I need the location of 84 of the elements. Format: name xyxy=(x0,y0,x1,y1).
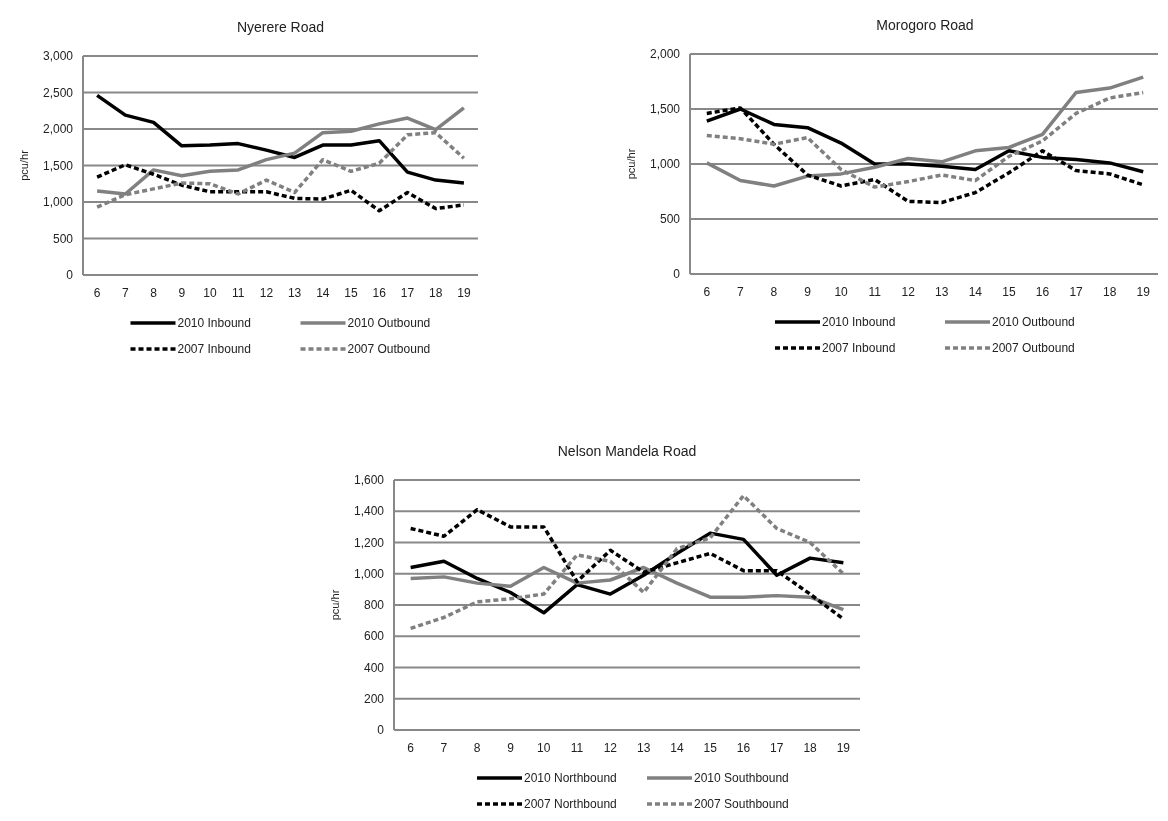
x-tick-label: 14 xyxy=(316,286,330,300)
y-tick-label: 800 xyxy=(363,598,385,613)
legend-label: 2007 Northbound xyxy=(524,797,617,812)
legend-label: 2007 Southbound xyxy=(694,797,789,812)
y-tick-label: 600 xyxy=(363,629,385,644)
x-tick-label: 19 xyxy=(1136,285,1151,299)
legend-label: 2010 Southbound xyxy=(694,771,789,786)
legend-label: 2007 Inbound xyxy=(822,341,896,356)
line-series xyxy=(705,106,1145,205)
x-tick-label: 19 xyxy=(457,286,471,300)
y-tick-label: 1,000 xyxy=(649,157,681,172)
x-tick-label: 18 xyxy=(1102,285,1117,299)
y-tick-label: 1,200 xyxy=(353,535,385,550)
x-tick-label: 13 xyxy=(636,741,651,755)
y-axis-title: pcu/hr xyxy=(18,149,30,181)
x-tick-label: 6 xyxy=(407,741,415,755)
x-tick-label: 16 xyxy=(372,286,387,300)
x-tick-label: 6 xyxy=(93,286,101,300)
x-tick-label: 6 xyxy=(703,285,711,299)
x-tick-label: 12 xyxy=(259,286,274,300)
x-tick-label: 15 xyxy=(703,741,718,755)
y-tick-label: 2,500 xyxy=(42,85,74,100)
y-tick-label: 1,600 xyxy=(353,473,385,488)
x-tick-label: 15 xyxy=(344,286,359,300)
x-tick-label: 8 xyxy=(150,286,158,300)
x-tick-label: 14 xyxy=(670,741,684,755)
y-tick-label: 1,500 xyxy=(649,102,681,117)
x-tick-label: 12 xyxy=(901,285,916,299)
x-tick-label: 15 xyxy=(1002,285,1016,299)
y-tick-label: 2,000 xyxy=(42,122,74,137)
x-tick-label: 17 xyxy=(1069,285,1084,299)
x-tick-label: 11 xyxy=(231,286,245,300)
x-tick-label: 10 xyxy=(537,741,551,755)
x-tick-label: 7 xyxy=(737,285,745,299)
legend-label: 2010 Northbound xyxy=(524,771,617,786)
y-tick-label: 400 xyxy=(363,660,385,675)
legend-label: 2010 Inbound xyxy=(177,316,251,331)
y-tick-label: 1,000 xyxy=(353,566,385,581)
legend-label: 2007 Outbound xyxy=(992,341,1075,356)
x-tick-label: 9 xyxy=(804,285,812,299)
line-series xyxy=(95,163,466,213)
x-tick-label: 7 xyxy=(121,286,129,300)
x-tick-label: 9 xyxy=(507,741,515,755)
y-tick-label: 0 xyxy=(66,268,74,283)
y-tick-label: 200 xyxy=(363,691,385,706)
line-series xyxy=(95,93,466,185)
y-tick-label: 1,400 xyxy=(353,504,385,519)
chart-title: Nyerere Road xyxy=(236,19,325,35)
chart-title: Nelson Mandela Road xyxy=(557,443,697,459)
legend-label: 2010 Outbound xyxy=(347,316,431,331)
y-axis-title: pcu/hr xyxy=(329,589,341,621)
legend-label: 2010 Outbound xyxy=(992,315,1075,330)
x-tick-label: 18 xyxy=(429,286,443,300)
x-tick-label: 11 xyxy=(868,285,882,299)
x-tick-label: 14 xyxy=(968,285,983,299)
x-tick-label: 13 xyxy=(287,286,302,300)
x-tick-label: 17 xyxy=(400,286,415,300)
x-tick-label: 8 xyxy=(473,741,481,755)
x-tick-label: 12 xyxy=(603,741,618,755)
x-tick-label: 7 xyxy=(440,741,448,755)
y-tick-label: 2,000 xyxy=(649,47,681,62)
x-tick-label: 18 xyxy=(803,741,818,755)
legend-label: 2010 Inbound xyxy=(822,315,896,330)
y-tick-label: 3,000 xyxy=(42,49,74,64)
x-tick-label: 11 xyxy=(570,741,584,755)
chart-title: Morogoro Road xyxy=(876,17,974,33)
legend-label: 2007 Inbound xyxy=(177,342,251,357)
y-tick-label: 1,500 xyxy=(42,158,74,173)
x-tick-label: 16 xyxy=(736,741,751,755)
x-tick-label: 10 xyxy=(203,286,217,300)
y-tick-label: 0 xyxy=(673,267,681,282)
y-tick-label: 500 xyxy=(52,231,74,246)
x-tick-label: 16 xyxy=(1035,285,1050,299)
y-tick-label: 1,000 xyxy=(42,195,74,210)
x-tick-label: 19 xyxy=(836,741,851,755)
x-tick-label: 17 xyxy=(770,741,784,755)
y-axis-title: pcu/hr xyxy=(625,148,637,180)
x-tick-label: 10 xyxy=(834,285,849,299)
x-tick-label: 9 xyxy=(178,286,186,300)
x-tick-label: 8 xyxy=(770,285,778,299)
y-tick-label: 500 xyxy=(659,212,681,227)
legend-label: 2007 Outbound xyxy=(347,342,431,357)
y-tick-label: 0 xyxy=(377,723,385,738)
x-tick-label: 13 xyxy=(935,285,949,299)
